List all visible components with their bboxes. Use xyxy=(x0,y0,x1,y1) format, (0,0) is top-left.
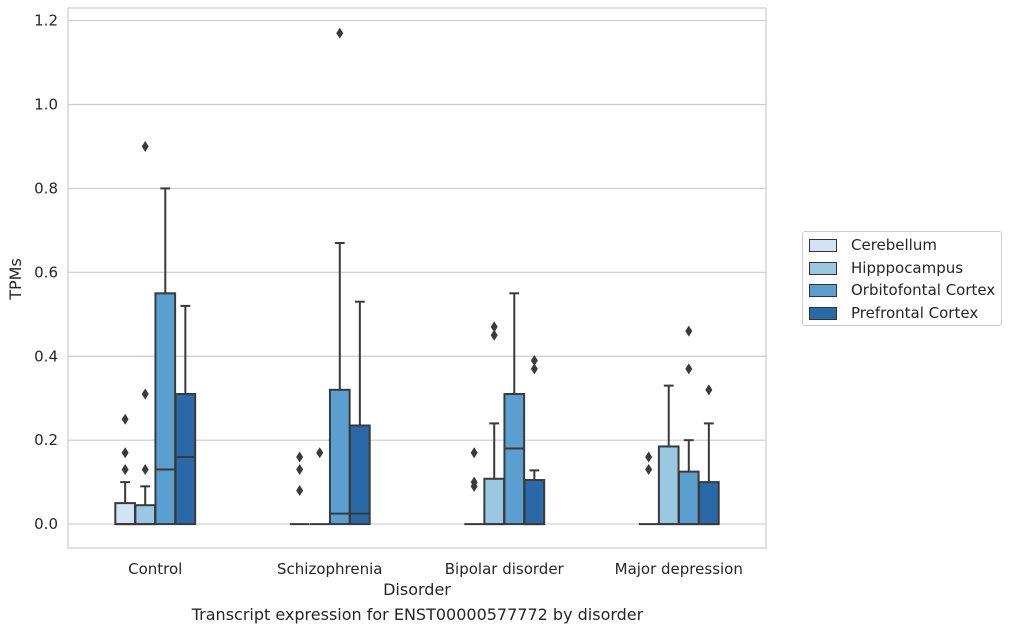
legend-item-orbitofrontal-cortex: Orbitofontal Cortex xyxy=(809,281,995,299)
x-tick-label: Major depression xyxy=(615,560,743,578)
y-tick-label: 1.2 xyxy=(34,12,58,30)
box xyxy=(657,445,680,526)
x-tick-label: Schizophrenia xyxy=(277,560,382,578)
y-tick-label: 0.0 xyxy=(34,515,58,533)
legend-swatch xyxy=(809,283,837,297)
x-axis-title: Disorder xyxy=(383,580,451,599)
outlier-point xyxy=(296,485,304,497)
outlier-point xyxy=(141,464,149,476)
outlier-point xyxy=(141,140,149,152)
plot-frame xyxy=(67,7,767,549)
box xyxy=(523,479,546,526)
outlier-point xyxy=(121,413,129,425)
x-tick-labels: Control Schizophrenia Bipolar disorder Majo… xyxy=(128,560,743,578)
outlier-point xyxy=(530,363,538,375)
box xyxy=(328,388,351,526)
outlier-point xyxy=(296,464,304,476)
outlier-point xyxy=(470,447,478,459)
legend: Cerebellum Hipppocampus Orbitofontal Cor… xyxy=(802,231,1002,326)
box xyxy=(483,477,506,526)
legend-label: Orbitofontal Cortex xyxy=(851,281,996,299)
y-axis-title: TPMs xyxy=(6,258,25,301)
outlier-point xyxy=(316,447,324,459)
y-tick-label: 0.2 xyxy=(34,431,58,449)
legend-swatch xyxy=(809,306,837,320)
box xyxy=(349,424,371,526)
y-tick-label: 0.8 xyxy=(34,179,58,197)
outlier-point xyxy=(490,329,498,341)
legend-label: Prefrontal Cortex xyxy=(851,304,979,322)
legend-label: Hipppocampus xyxy=(851,259,964,277)
box-groups xyxy=(114,27,720,526)
legend-swatch xyxy=(809,238,837,252)
y-tick-labels: 0.0 0.2 0.4 0.6 0.8 1.0 1.2 xyxy=(34,12,58,533)
box xyxy=(154,292,177,526)
outlier-point xyxy=(685,325,693,337)
box xyxy=(134,504,157,526)
outlier-point xyxy=(121,447,129,459)
box xyxy=(677,470,700,526)
y-tick-label: 0.6 xyxy=(34,263,58,281)
outlier-point xyxy=(336,27,344,39)
outlier-point xyxy=(490,321,498,333)
box xyxy=(174,393,197,526)
outlier-point xyxy=(645,451,653,463)
box xyxy=(503,393,526,526)
outlier-point xyxy=(296,451,304,463)
outlier-point xyxy=(470,476,478,488)
outlier-point xyxy=(685,363,693,375)
x-tick-label: Bipolar disorder xyxy=(445,560,565,578)
outlier-point xyxy=(141,388,149,400)
outlier-point xyxy=(645,464,653,476)
outlier-point xyxy=(121,464,129,476)
x-tick-label: Control xyxy=(128,560,182,578)
legend-swatch xyxy=(809,261,837,275)
legend-item-hippocampus: Hipppocampus xyxy=(809,259,963,277)
legend-item-prefrontal-cortex: Prefrontal Cortex xyxy=(809,304,978,322)
legend-label: Cerebellum xyxy=(851,236,937,254)
outlier-point xyxy=(705,384,713,396)
y-tick-label: 1.0 xyxy=(34,96,58,114)
box xyxy=(114,502,136,526)
y-tick-label: 0.4 xyxy=(34,347,58,365)
outlier-point xyxy=(530,354,538,366)
box xyxy=(698,481,720,526)
figure-caption: Transcript expression for ENST0000057777… xyxy=(191,605,644,624)
legend-item-cerebellum: Cerebellum xyxy=(809,236,937,254)
